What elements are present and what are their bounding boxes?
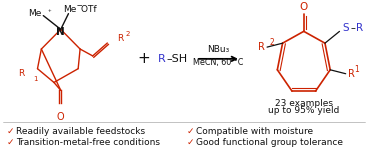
Text: ✓: ✓	[187, 127, 194, 136]
Text: Me: Me	[28, 9, 41, 18]
Text: ⁺: ⁺	[47, 10, 51, 16]
Text: S: S	[342, 23, 349, 33]
Text: R: R	[258, 42, 265, 52]
Text: R: R	[356, 23, 363, 33]
Text: 23 examples: 23 examples	[275, 99, 333, 108]
Text: Readily available feedstocks: Readily available feedstocks	[16, 127, 145, 136]
Text: –SH: –SH	[166, 54, 187, 64]
Text: up to 95% yield: up to 95% yield	[268, 106, 339, 116]
Text: Good functional group tolerance: Good functional group tolerance	[196, 138, 343, 147]
Text: 1: 1	[34, 75, 38, 81]
Text: –: –	[350, 23, 355, 33]
Text: ✓: ✓	[187, 138, 194, 147]
Text: R: R	[117, 34, 123, 43]
Text: ̅OTf: ̅OTf	[82, 5, 98, 14]
Text: Me: Me	[63, 5, 76, 14]
Text: NBu₃: NBu₃	[208, 45, 230, 54]
Text: 2: 2	[269, 38, 274, 47]
Text: R: R	[18, 69, 24, 78]
Text: R: R	[348, 69, 355, 79]
Text: 1: 1	[355, 65, 359, 74]
Text: O: O	[57, 112, 65, 122]
Text: O: O	[300, 2, 308, 12]
Text: N: N	[56, 27, 65, 37]
Text: +: +	[138, 51, 150, 66]
Text: MeCN, 60 °C: MeCN, 60 °C	[194, 58, 244, 67]
Text: Compatible with moisture: Compatible with moisture	[196, 127, 313, 136]
Text: R: R	[158, 54, 165, 64]
Text: 2: 2	[125, 31, 130, 37]
Text: ✓: ✓	[6, 138, 14, 147]
Text: Transition-metal-free conditions: Transition-metal-free conditions	[16, 138, 160, 147]
Text: ✓: ✓	[6, 127, 14, 136]
